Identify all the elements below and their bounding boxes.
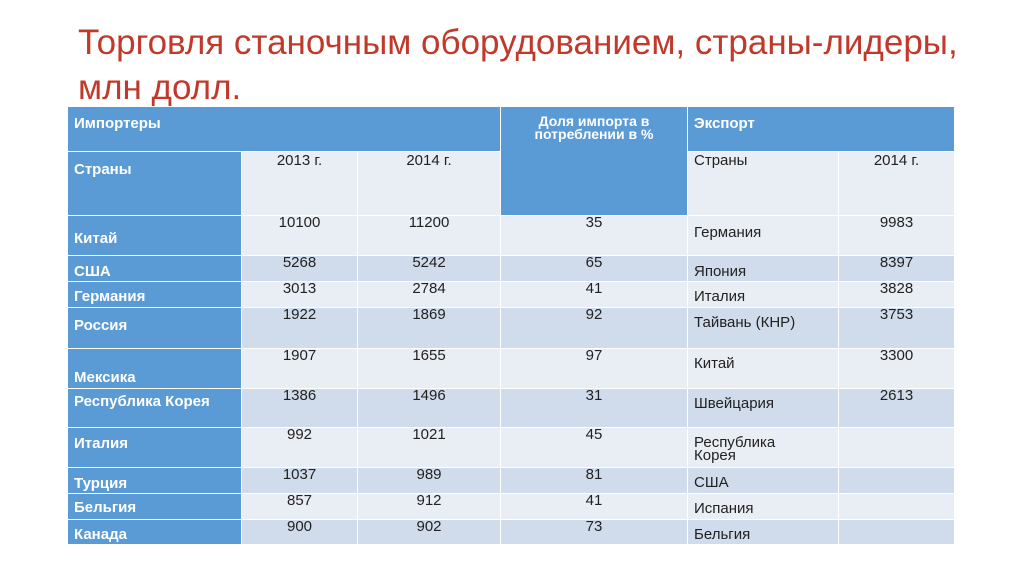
header-import-share: Доля импорта в потреблении в % <box>501 107 688 216</box>
importer-name: Турция <box>68 468 242 494</box>
export-2014 <box>839 494 955 520</box>
header-importers: Импортеры <box>68 107 501 152</box>
importer-name: Республика Корея <box>68 389 242 428</box>
export-2014: 8397 <box>839 256 955 282</box>
importer-name: Россия <box>68 308 242 349</box>
import-share: 35 <box>501 216 688 256</box>
exporter-name: Испания <box>688 494 839 520</box>
exporter-name: Япония <box>688 256 839 282</box>
export-2014 <box>839 468 955 494</box>
importer-name: Германия <box>68 282 242 308</box>
export-2014: 2613 <box>839 389 955 428</box>
header-countries: Страны <box>68 152 242 216</box>
value-2014: 989 <box>358 468 501 494</box>
import-share: 97 <box>501 349 688 389</box>
export-2014: 9983 <box>839 216 955 256</box>
exporter-name: Германия <box>688 216 839 256</box>
value-2013: 3013 <box>242 282 358 308</box>
value-2014: 1496 <box>358 389 501 428</box>
exporter-name: Бельгия <box>688 520 839 545</box>
slide-title: Торговля станочным оборудованием, страны… <box>78 23 958 107</box>
exporter-name: Швейцария <box>688 389 839 428</box>
export-2014: 3753 <box>839 308 955 349</box>
header-2013: 2013 г. <box>242 152 358 216</box>
import-share: 41 <box>501 494 688 520</box>
value-2014: 5242 <box>358 256 501 282</box>
exporter-name: Италия <box>688 282 839 308</box>
export-2014 <box>839 428 955 468</box>
value-2014: 1869 <box>358 308 501 349</box>
value-2014: 1021 <box>358 428 501 468</box>
value-2014: 912 <box>358 494 501 520</box>
import-share: 65 <box>501 256 688 282</box>
exporter-name: Китай <box>688 349 839 389</box>
importer-name: Китай <box>68 216 242 256</box>
import-share: 73 <box>501 520 688 545</box>
value-2013: 900 <box>242 520 358 545</box>
value-2013: 1037 <box>242 468 358 494</box>
header-2014: 2014 г. <box>358 152 501 216</box>
importer-name: Италия <box>68 428 242 468</box>
value-2013: 5268 <box>242 256 358 282</box>
header-export-countries: Страны <box>688 152 839 216</box>
export-2014: 3300 <box>839 349 955 389</box>
exporter-name: Республика Корея <box>688 428 839 468</box>
importer-name: Канада <box>68 520 242 545</box>
value-2013: 1907 <box>242 349 358 389</box>
value-2013: 10100 <box>242 216 358 256</box>
import-share: 31 <box>501 389 688 428</box>
export-2014 <box>839 520 955 545</box>
import-share: 41 <box>501 282 688 308</box>
importer-name: Мексика <box>68 349 242 389</box>
value-2013: 1386 <box>242 389 358 428</box>
value-2014: 2784 <box>358 282 501 308</box>
exporter-name: Тайвань (КНР) <box>688 308 839 349</box>
value-2014: 902 <box>358 520 501 545</box>
importer-name: США <box>68 256 242 282</box>
header-export: Экспорт <box>688 107 955 152</box>
exporter-name: США <box>688 468 839 494</box>
value-2014: 1655 <box>358 349 501 389</box>
header-export-2014: 2014 г. <box>839 152 955 216</box>
importer-name: Бельгия <box>68 494 242 520</box>
value-2013: 992 <box>242 428 358 468</box>
import-share: 92 <box>501 308 688 349</box>
value-2014: 11200 <box>358 216 501 256</box>
value-2013: 1922 <box>242 308 358 349</box>
import-share: 81 <box>501 468 688 494</box>
import-share: 45 <box>501 428 688 468</box>
export-2014: 3828 <box>839 282 955 308</box>
value-2013: 857 <box>242 494 358 520</box>
